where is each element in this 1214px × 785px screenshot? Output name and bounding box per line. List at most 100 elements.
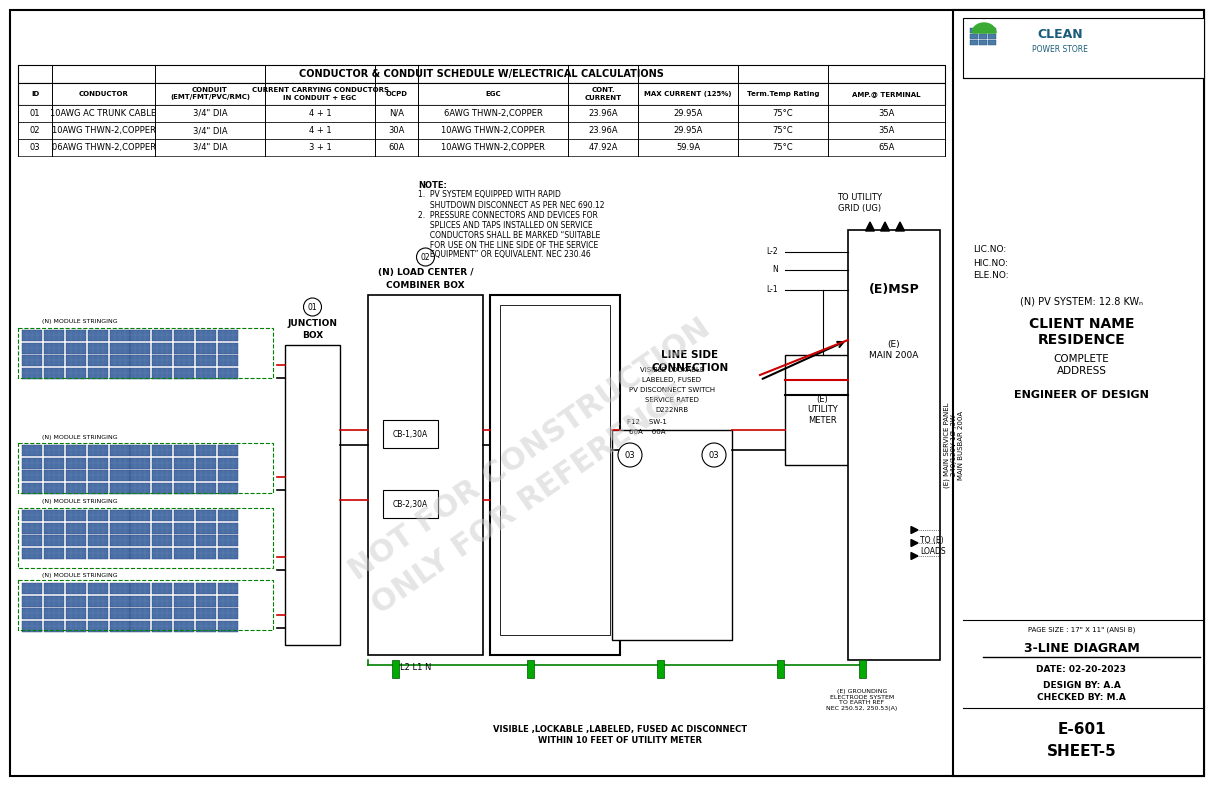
Bar	[44, 470, 64, 481]
Bar	[66, 343, 86, 354]
Bar	[152, 621, 172, 632]
Text: 10AWG AC TRUNK CABLE: 10AWG AC TRUNK CABLE	[51, 109, 157, 118]
Text: VISIBLE ,LOCKABLE ,LABELED, FUSED AC DISCONNECT
WITHIN 10 FEET OF UTILITY METER: VISIBLE ,LOCKABLE ,LABELED, FUSED AC DIS…	[493, 725, 747, 745]
Text: 75°C: 75°C	[772, 126, 793, 135]
Bar	[195, 535, 216, 546]
Bar	[22, 596, 42, 607]
Text: FOR USE ON THE LINE SIDE OF THE SERVICE: FOR USE ON THE LINE SIDE OF THE SERVICE	[418, 240, 599, 250]
Bar	[87, 368, 108, 379]
Text: L2 L1 N: L2 L1 N	[399, 663, 431, 671]
Text: 60A: 60A	[388, 143, 404, 152]
Text: N: N	[772, 265, 778, 275]
Text: ENGINEER OF DESIGN: ENGINEER OF DESIGN	[1014, 390, 1148, 400]
Text: 1.  PV SYSTEM EQUIPPED WITH RAPID: 1. PV SYSTEM EQUIPPED WITH RAPID	[418, 191, 561, 199]
Bar	[66, 523, 86, 534]
Bar	[18, 139, 944, 156]
Text: SPLICES AND TAPS INSTALLED ON SERVICE: SPLICES AND TAPS INSTALLED ON SERVICE	[418, 221, 592, 229]
Text: JUNCTION: JUNCTION	[288, 319, 337, 327]
Bar	[110, 523, 130, 534]
Polygon shape	[866, 222, 874, 231]
Bar	[174, 510, 194, 521]
Bar	[66, 470, 86, 481]
Bar	[110, 470, 130, 481]
Bar	[44, 548, 64, 559]
Bar	[152, 510, 172, 521]
Text: 35A: 35A	[878, 109, 895, 118]
Bar	[988, 40, 995, 45]
Text: 47.92A: 47.92A	[589, 143, 618, 152]
Text: 30A: 30A	[388, 126, 404, 135]
Bar	[195, 445, 216, 456]
Bar	[130, 343, 151, 354]
Text: (N) MODULE STRINGING: (N) MODULE STRINGING	[42, 435, 118, 440]
Text: (N) PV SYSTEM: 12.8 KWₙ: (N) PV SYSTEM: 12.8 KWₙ	[1020, 297, 1144, 307]
Text: VISIBLE LOCKABLE: VISIBLE LOCKABLE	[640, 367, 704, 373]
Bar	[22, 368, 42, 379]
Text: TO (E): TO (E)	[920, 535, 943, 545]
Text: (E) GROUNDING
ELECTRODE SYSTEM
TO EARTH REF
NEC 250.52, 250.53(A): (E) GROUNDING ELECTRODE SYSTEM TO EARTH …	[827, 688, 897, 711]
Bar	[174, 548, 194, 559]
Bar	[130, 596, 151, 607]
Bar	[988, 28, 995, 33]
Bar	[195, 458, 216, 469]
Bar	[66, 445, 86, 456]
Text: EQUIPMENT” OR EQUIVALENT. NEC 230.46: EQUIPMENT” OR EQUIVALENT. NEC 230.46	[418, 250, 591, 260]
Bar	[219, 470, 238, 481]
Bar	[66, 510, 86, 521]
Text: BOX: BOX	[302, 330, 323, 339]
Bar	[18, 65, 944, 83]
Text: ELE.NO:: ELE.NO:	[972, 272, 1009, 280]
Text: 35A: 35A	[878, 126, 895, 135]
Bar	[219, 621, 238, 632]
Bar	[219, 355, 238, 366]
Bar	[18, 328, 273, 378]
Text: 06AWG THWN-2,COPPER: 06AWG THWN-2,COPPER	[51, 143, 155, 152]
Text: 3/4" DIA: 3/4" DIA	[193, 126, 227, 135]
Bar	[87, 355, 108, 366]
Text: N/A: N/A	[388, 109, 404, 118]
Bar	[285, 345, 340, 645]
Bar	[110, 583, 130, 594]
Text: 02: 02	[30, 126, 40, 135]
Bar	[87, 608, 108, 619]
Bar	[988, 34, 995, 39]
Bar	[219, 608, 238, 619]
Bar	[195, 483, 216, 494]
Bar	[195, 608, 216, 619]
Bar	[785, 355, 860, 465]
Text: AMP.@ TERMINAL: AMP.@ TERMINAL	[852, 91, 920, 97]
Bar	[130, 483, 151, 494]
Text: TO UTILITY: TO UTILITY	[838, 193, 883, 203]
Bar	[22, 458, 42, 469]
Bar	[87, 330, 108, 341]
Bar	[18, 580, 273, 630]
Bar	[490, 295, 620, 655]
Text: LIC.NO:: LIC.NO:	[972, 246, 1006, 254]
Bar	[87, 535, 108, 546]
Bar	[87, 483, 108, 494]
Bar	[152, 523, 172, 534]
Bar	[219, 548, 238, 559]
Text: 10AWG THWN-2,COPPER: 10AWG THWN-2,COPPER	[441, 126, 545, 135]
Text: SERVICE RATED: SERVICE RATED	[645, 397, 699, 403]
Bar	[130, 523, 151, 534]
Bar	[152, 368, 172, 379]
Bar	[66, 535, 86, 546]
Bar	[22, 355, 42, 366]
Text: 10AWG THWN-2,COPPER: 10AWG THWN-2,COPPER	[441, 143, 545, 152]
Circle shape	[618, 443, 642, 467]
Bar	[174, 458, 194, 469]
Bar	[44, 523, 64, 534]
Bar	[66, 368, 86, 379]
Bar	[195, 343, 216, 354]
Bar	[66, 458, 86, 469]
Bar	[195, 470, 216, 481]
Bar	[195, 621, 216, 632]
Bar	[87, 445, 108, 456]
Text: CONDUIT
(EMT/FMT/PVC/RMC): CONDUIT (EMT/FMT/PVC/RMC)	[170, 87, 250, 100]
Bar	[87, 458, 108, 469]
Bar	[130, 535, 151, 546]
Bar	[174, 355, 194, 366]
Text: PAGE SIZE : 17" X 11" (ANSI B): PAGE SIZE : 17" X 11" (ANSI B)	[1028, 626, 1135, 633]
Bar	[527, 660, 534, 678]
